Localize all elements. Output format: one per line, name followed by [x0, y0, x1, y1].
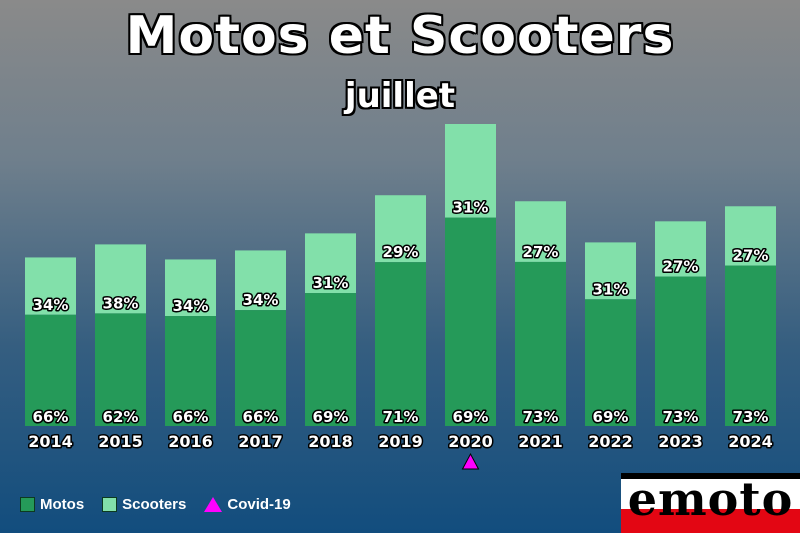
emoto-logo: emoto [621, 473, 800, 533]
bar-motos-2021 [515, 261, 566, 426]
bar-motos-2019 [375, 262, 426, 426]
bar-motos-2018 [305, 293, 356, 426]
bar-motos-2020 [445, 217, 496, 426]
legend-swatch-motos [20, 497, 35, 512]
bar-scooters-2017 [235, 250, 286, 311]
bar-scooters-2020 [445, 124, 496, 218]
bar-scooters-2023 [655, 221, 706, 277]
bar-motos-2014 [25, 314, 76, 426]
label-scooters-2021: 27% [523, 243, 559, 261]
label-scooters-2020: 31% [453, 199, 489, 217]
legend-label-motos: Motos [40, 496, 85, 513]
bar-scooters-2015 [95, 244, 146, 314]
chart-subtitle: juillet [344, 76, 456, 116]
tick-label-2019: 2019 [378, 432, 423, 451]
tick-label-2020: 2020 [448, 432, 493, 451]
label-scooters-2015: 38% [103, 294, 139, 312]
label-scooters-2014: 34% [33, 296, 69, 314]
bar-motos-2022 [585, 299, 636, 426]
logo-text: emoto [627, 472, 794, 526]
label-scooters-2018: 31% [313, 274, 349, 292]
bar-motos-2016 [165, 316, 216, 426]
bar-scooters-2024 [725, 206, 776, 266]
tick-label-2024: 2024 [728, 432, 773, 451]
bar-scooters-2022 [585, 242, 636, 300]
chart-title: Motos et Scooters [125, 6, 675, 66]
bar-scooters-2021 [515, 201, 566, 262]
bar-motos-2023 [655, 276, 706, 426]
label-motos-2017: 66% [243, 408, 279, 426]
legend-label-covid: Covid-19 [227, 496, 291, 513]
label-motos-2014: 66% [33, 408, 69, 426]
bar-motos-2017 [235, 310, 286, 426]
tick-label-2016: 2016 [168, 432, 213, 451]
tick-label-2023: 2023 [658, 432, 703, 451]
legend-label-scooters: Scooters [122, 496, 187, 513]
label-scooters-2023: 27% [663, 258, 699, 276]
tick-label-2015: 2015 [98, 432, 143, 451]
label-scooters-2019: 29% [383, 243, 419, 261]
label-motos-2020: 69% [453, 408, 489, 426]
bar-motos-2015 [95, 313, 146, 426]
tick-label-2017: 2017 [238, 432, 283, 451]
bar-scooters-2019 [375, 195, 426, 263]
logo-red-band [621, 509, 800, 533]
label-motos-2023: 73% [663, 408, 699, 426]
label-motos-2015: 62% [103, 408, 139, 426]
legend-swatch-scooters [102, 497, 118, 512]
bar-scooters-2018 [305, 233, 356, 294]
bar-scooters-2016 [165, 259, 216, 317]
label-motos-2018: 69% [313, 408, 349, 426]
tick-label-2014: 2014 [28, 432, 73, 451]
tick-label-2022: 2022 [588, 432, 633, 451]
logo-black-band [621, 473, 800, 479]
label-motos-2021: 73% [523, 408, 559, 426]
covid-triangle-icon [204, 497, 223, 512]
tick-label-2021: 2021 [518, 432, 563, 451]
label-scooters-2017: 34% [243, 291, 279, 309]
label-scooters-2016: 34% [173, 297, 209, 315]
label-scooters-2024: 27% [733, 247, 769, 265]
legend-item-covid: Covid-19 [204, 496, 291, 513]
label-scooters-2022: 31% [593, 280, 629, 298]
label-motos-2022: 69% [593, 408, 629, 426]
tick-label-2018: 2018 [308, 432, 353, 451]
bar-motos-2024 [725, 265, 776, 426]
legend: Motos Scooters Covid-19 [20, 496, 299, 513]
legend-item-motos: Motos [20, 496, 84, 513]
label-motos-2016: 66% [173, 408, 209, 426]
label-motos-2019: 71% [383, 408, 419, 426]
covid-marker-2020 [461, 452, 480, 470]
legend-item-scooters: Scooters [102, 496, 186, 513]
bar-scooters-2014 [25, 257, 76, 315]
label-motos-2024: 73% [733, 408, 769, 426]
